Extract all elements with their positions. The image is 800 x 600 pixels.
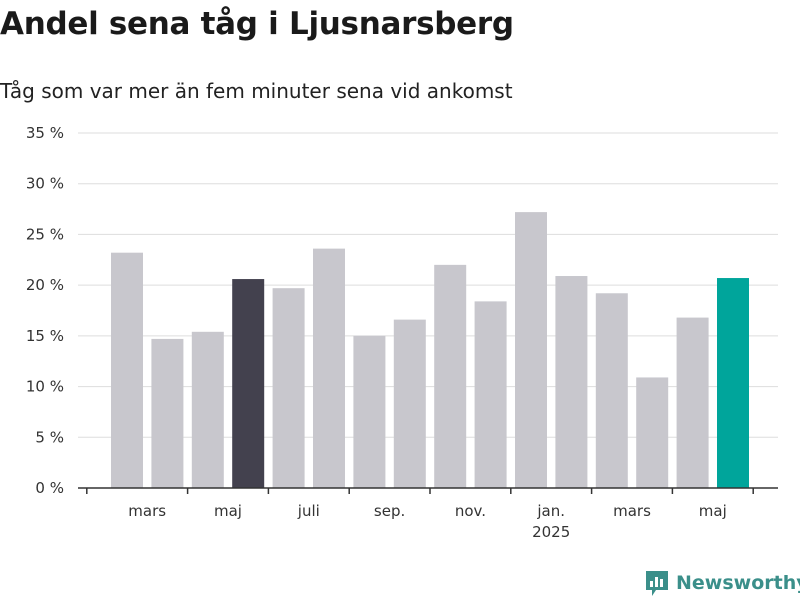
x-tick-label: jan. [536, 502, 565, 520]
bar [353, 335, 386, 488]
x-tick-label: mars [613, 502, 651, 520]
x-tick-label: sep. [374, 502, 405, 520]
x-tick-sublabel: 2025 [532, 523, 570, 541]
bar [272, 288, 305, 488]
x-axis-labels: mars maj juli sep. nov. jan. 2025 mars maj [128, 502, 726, 541]
bar [232, 279, 265, 488]
y-tick-label: 5 % [35, 428, 64, 446]
x-axis [78, 487, 778, 494]
brand-logo: Newsworthy [644, 569, 800, 597]
x-tick-label: maj [699, 502, 727, 520]
x-tick-label: nov. [455, 502, 486, 520]
bar [151, 338, 184, 488]
x-tick-label: maj [214, 502, 242, 520]
y-axis-labels: 0 % 5 % 10 % 15 % 20 % 25 % 30 % 35 % [26, 124, 64, 497]
bar [717, 278, 749, 488]
bar [515, 212, 547, 488]
bar [595, 293, 628, 488]
y-tick-label: 35 % [26, 124, 64, 142]
x-tick-label: mars [128, 502, 166, 520]
bar [676, 317, 709, 488]
chart-title: Andel sena tåg i Ljusnarsberg [0, 6, 514, 42]
bar [555, 276, 588, 488]
bar [313, 248, 345, 488]
y-tick-label: 30 % [26, 175, 64, 193]
y-tick-label: 10 % [26, 378, 64, 396]
bar [434, 264, 467, 488]
bar [474, 301, 507, 488]
y-tick-label: 25 % [26, 225, 64, 243]
newsworthy-icon [646, 571, 668, 596]
y-tick-label: 0 % [35, 479, 64, 497]
bars [111, 212, 749, 488]
y-tick-label: 15 % [26, 327, 64, 345]
bar [393, 319, 426, 488]
bar [191, 331, 224, 488]
bar [111, 252, 143, 488]
brand-name: Newsworthy [676, 572, 800, 594]
x-tick-label: juli [297, 502, 320, 520]
chart-subtitle: Tåg som var mer än fem minuter sena vid … [0, 79, 513, 103]
y-tick-label: 20 % [26, 276, 64, 294]
bar [636, 377, 669, 488]
